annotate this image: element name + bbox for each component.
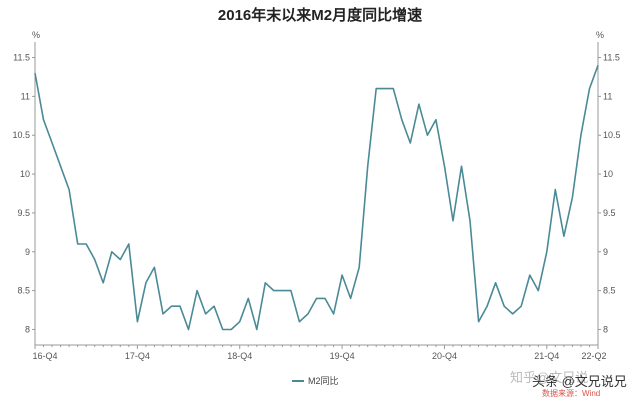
y-tick-label-right: 9 — [603, 247, 608, 257]
x-tick-label: 21-Q4 — [534, 351, 559, 361]
y-tick-label-right: 11.5 — [603, 53, 620, 63]
x-tick-label: 18-Q4 — [227, 351, 252, 361]
chart-title: 2016年末以来M2月度同比增速 — [218, 6, 422, 24]
y-tick-label-left: 9 — [25, 247, 30, 257]
legend-label-m2: M2同比 — [308, 375, 339, 386]
y-tick-label-left: 10.5 — [12, 130, 30, 140]
x-tick-label: 19-Q4 — [330, 351, 355, 361]
x-tick-label: 20-Q4 — [432, 351, 457, 361]
x-tick-label: 22-Q2 — [581, 351, 606, 361]
y-tick-label-left: 9.5 — [17, 208, 30, 218]
x-tick-label: 17-Q4 — [125, 351, 150, 361]
y-tick-label-right: 9.5 — [603, 208, 616, 218]
y-tick-label-right: 8.5 — [603, 286, 616, 296]
y-tick-label-left: 11.5 — [13, 53, 30, 63]
credit-text: 头条 @文兄说兄 — [532, 374, 627, 389]
y-tick-label-right: 8 — [603, 324, 608, 334]
source-text: 数据来源：Wind — [542, 388, 600, 398]
y-tick-label-left: 11 — [21, 91, 30, 101]
y-tick-label-right: 11 — [603, 91, 612, 101]
watermark-text: 知乎@文兄说 — [510, 370, 588, 385]
y-ticks-right: 8 8.5 9 9.5 10 10.5 11 11.5 — [598, 53, 621, 334]
x-tick-label: 16-Q4 — [32, 351, 57, 361]
series-line-m2 — [34, 65, 599, 331]
y-ticks-left: 8 8.5 9 9.5 10 10.5 11 11.5 — [12, 53, 35, 334]
y-tick-label-left: 8.5 — [17, 286, 30, 296]
y-tick-label-left: 10 — [20, 169, 30, 179]
legend[interactable]: M2同比 — [292, 375, 339, 386]
y-tick-label-left: 8 — [25, 324, 30, 334]
y-axis-unit-right: % — [596, 30, 604, 40]
y-tick-label-right: 10.5 — [603, 130, 621, 140]
y-axis-unit-left: % — [32, 30, 40, 40]
x-ticks: 16-Q4 17-Q4 18-Q4 19-Q4 20-Q4 21-Q4 22-Q2 — [32, 345, 607, 361]
y-tick-label-right: 10 — [603, 169, 613, 179]
series-layer — [34, 65, 599, 331]
